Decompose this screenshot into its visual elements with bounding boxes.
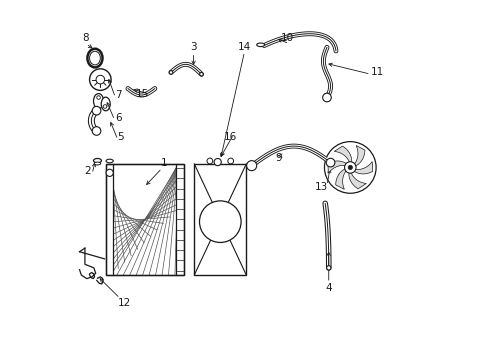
Bar — [106, 164, 113, 275]
Circle shape — [96, 75, 104, 84]
Text: 5: 5 — [117, 132, 124, 142]
Ellipse shape — [94, 162, 101, 165]
Text: 14: 14 — [237, 42, 251, 52]
Polygon shape — [354, 145, 364, 166]
Text: 7: 7 — [115, 90, 122, 100]
Circle shape — [246, 161, 256, 171]
Ellipse shape — [93, 158, 101, 163]
Polygon shape — [353, 162, 372, 174]
Bar — [106, 164, 183, 275]
Ellipse shape — [101, 97, 110, 111]
Ellipse shape — [199, 72, 203, 76]
Circle shape — [97, 96, 100, 99]
Bar — [194, 164, 246, 275]
Text: 16: 16 — [224, 132, 237, 142]
Text: 12: 12 — [118, 298, 131, 308]
Circle shape — [106, 169, 113, 176]
Ellipse shape — [256, 43, 264, 46]
Circle shape — [322, 93, 330, 102]
Circle shape — [227, 158, 233, 164]
Ellipse shape — [87, 49, 102, 67]
Circle shape — [92, 127, 101, 135]
Circle shape — [89, 69, 111, 90]
Polygon shape — [335, 169, 346, 189]
Ellipse shape — [93, 94, 103, 109]
Text: 6: 6 — [115, 113, 122, 123]
Circle shape — [92, 106, 101, 115]
Text: 15: 15 — [135, 89, 149, 99]
Text: 2: 2 — [84, 166, 91, 176]
Circle shape — [324, 141, 375, 193]
Polygon shape — [327, 161, 346, 173]
Circle shape — [347, 165, 352, 170]
Text: 13: 13 — [314, 182, 327, 192]
Ellipse shape — [169, 71, 172, 74]
Text: 9: 9 — [275, 153, 281, 163]
Text: 3: 3 — [190, 42, 197, 52]
Circle shape — [214, 158, 221, 166]
Text: 8: 8 — [82, 33, 89, 43]
Ellipse shape — [326, 266, 330, 270]
Circle shape — [103, 105, 106, 108]
Polygon shape — [348, 173, 366, 189]
Circle shape — [325, 158, 334, 167]
Circle shape — [344, 162, 355, 173]
Circle shape — [206, 158, 212, 164]
Ellipse shape — [89, 51, 100, 65]
Polygon shape — [333, 146, 351, 162]
Text: 1: 1 — [160, 158, 167, 168]
Ellipse shape — [106, 159, 113, 163]
Text: 4: 4 — [325, 283, 331, 293]
Bar — [175, 164, 183, 275]
Circle shape — [199, 201, 241, 243]
Text: 10: 10 — [281, 33, 293, 43]
Text: 11: 11 — [370, 67, 383, 77]
